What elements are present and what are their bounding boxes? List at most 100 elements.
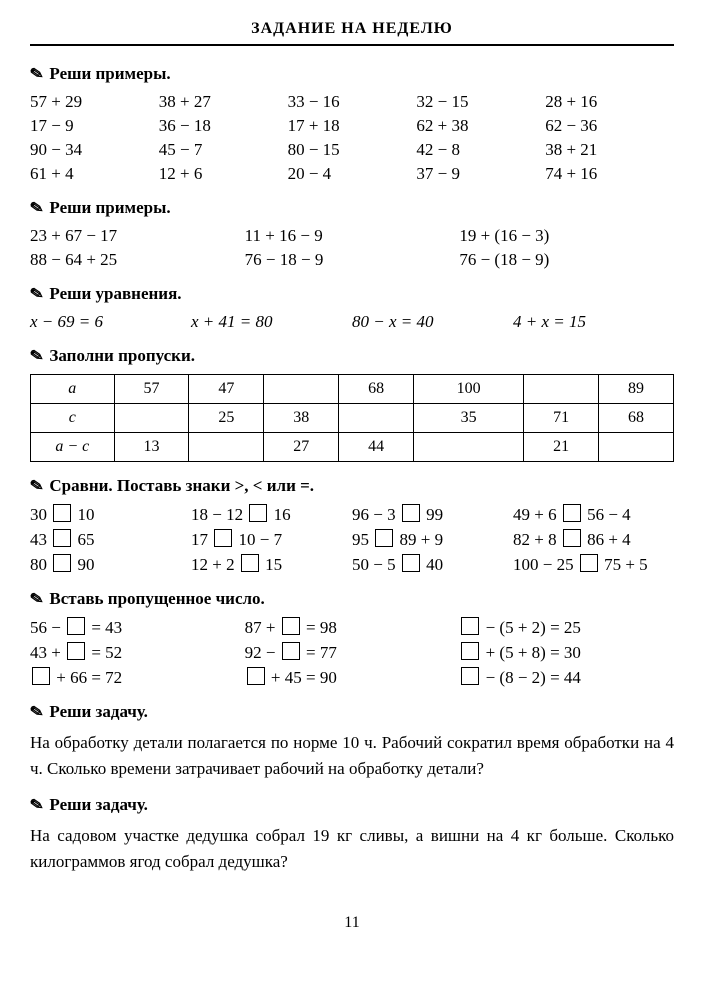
expression: 23 + 67 − 17 <box>30 226 245 246</box>
section-4-head: ✎ Заполни пропуски. <box>30 346 674 366</box>
number-box <box>282 617 300 635</box>
fill-number-item: − (8 − 2) = 44 <box>459 667 674 688</box>
compare-item: 96 − 3 99 <box>352 504 513 525</box>
compare-item: 18 − 12 16 <box>191 504 352 525</box>
equation: 80 − x = 40 <box>352 312 513 332</box>
number-box <box>461 667 479 685</box>
expression: 57 + 29 <box>30 92 159 112</box>
number-box <box>461 642 479 660</box>
expression: 32 − 15 <box>416 92 545 112</box>
expression: 42 − 8 <box>416 140 545 160</box>
section-8-head: ✎ Реши задачу. <box>30 795 674 815</box>
fill-number-item: 56 − = 43 <box>30 617 245 638</box>
compare-item: 17 10 − 7 <box>191 529 352 550</box>
compare-item: 100 − 25 75 + 5 <box>513 554 674 575</box>
section-3-head: ✎ Реши уравнения. <box>30 284 674 304</box>
compare-box <box>214 529 232 547</box>
table-cell: 38 <box>264 404 339 433</box>
compare-item: 80 90 <box>30 554 191 575</box>
table-cell: 71 <box>524 404 599 433</box>
expression: 62 + 38 <box>416 116 545 136</box>
number-box <box>67 617 85 635</box>
section-1-title: Реши примеры. <box>49 64 170 84</box>
table-cell: 25 <box>189 404 264 433</box>
expression: 76 − 18 − 9 <box>245 250 460 270</box>
expression: 37 − 9 <box>416 164 545 184</box>
number-box <box>67 642 85 660</box>
fill-number-item: + 45 = 90 <box>245 667 460 688</box>
fill-number-item: 92 − = 77 <box>245 642 460 663</box>
expression: 74 + 16 <box>545 164 674 184</box>
page-number: 11 <box>30 914 674 932</box>
expression: 90 − 34 <box>30 140 159 160</box>
compare-box <box>53 529 71 547</box>
expression: 33 − 16 <box>288 92 417 112</box>
expression: 17 − 9 <box>30 116 159 136</box>
table-cell: a − c <box>31 433 115 462</box>
table-cell: 27 <box>264 433 339 462</box>
fill-number-item: 43 + = 52 <box>30 642 245 663</box>
expression: 17 + 18 <box>288 116 417 136</box>
table-cell: 89 <box>599 375 674 404</box>
expression: 11 + 16 − 9 <box>245 226 460 246</box>
table-cell <box>339 404 414 433</box>
section-1-grid: 57 + 2938 + 2733 − 1632 − 1528 + 16 17 − … <box>30 92 674 184</box>
pen-icon: ✎ <box>28 794 45 816</box>
table-cell <box>189 433 264 462</box>
expression: 12 + 6 <box>159 164 288 184</box>
expression: 20 − 4 <box>288 164 417 184</box>
expression: 36 − 18 <box>159 116 288 136</box>
table-cell: 44 <box>339 433 414 462</box>
section-7-title: Реши задачу. <box>49 702 148 722</box>
fill-number-item: + 66 = 72 <box>30 667 245 688</box>
compare-box <box>580 554 598 572</box>
number-box <box>282 642 300 660</box>
expression: 28 + 16 <box>545 92 674 112</box>
compare-item: 49 + 6 56 − 4 <box>513 504 674 525</box>
section-8-title: Реши задачу. <box>49 795 148 815</box>
section-5-grid: 30 1018 − 12 1696 − 3 9949 + 6 56 − 443 … <box>30 504 674 575</box>
compare-box <box>563 504 581 522</box>
expression: 19 + (16 − 3) <box>459 226 674 246</box>
compare-item: 50 − 5 40 <box>352 554 513 575</box>
table-cell: 21 <box>524 433 599 462</box>
table-cell <box>414 433 524 462</box>
fill-gaps-table: a57476810089c2538357168a − c13274421 <box>30 374 674 462</box>
expression: 38 + 21 <box>545 140 674 160</box>
pen-icon: ✎ <box>28 63 45 85</box>
section-3-grid: x − 69 = 6x + 41 = 8080 − x = 404 + x = … <box>30 312 674 332</box>
section-2-grid: 23 + 67 − 1711 + 16 − 919 + (16 − 3)88 −… <box>30 226 674 270</box>
table-cell: 35 <box>414 404 524 433</box>
compare-box <box>53 554 71 572</box>
compare-box <box>402 504 420 522</box>
word-problem-1: На обработку детали полагается по норме … <box>30 730 674 781</box>
number-box <box>32 667 50 685</box>
pen-icon: ✎ <box>28 345 45 367</box>
expression: 38 + 27 <box>159 92 288 112</box>
word-problem-2: На садовом участке дедушка собрал 19 кг … <box>30 823 674 874</box>
equation: x − 69 = 6 <box>30 312 191 332</box>
expression: 45 − 7 <box>159 140 288 160</box>
section-2-head: ✎ Реши примеры. <box>30 198 674 218</box>
table-cell: 68 <box>599 404 674 433</box>
section-7-head: ✎ Реши задачу. <box>30 702 674 722</box>
table-cell: a <box>31 375 115 404</box>
compare-item: 82 + 8 86 + 4 <box>513 529 674 550</box>
table-cell: c <box>31 404 115 433</box>
compare-box <box>563 529 581 547</box>
page-title: ЗАДАНИЕ НА НЕДЕЛЮ <box>30 20 674 46</box>
expression: 76 − (18 − 9) <box>459 250 674 270</box>
section-3-title: Реши уравнения. <box>49 284 181 304</box>
compare-item: 95 89 + 9 <box>352 529 513 550</box>
section-6-title: Вставь пропущенное число. <box>49 589 264 609</box>
section-5-head: ✎ Сравни. Поставь знаки >, < или =. <box>30 476 674 496</box>
equation: x + 41 = 80 <box>191 312 352 332</box>
section-1-head: ✎ Реши примеры. <box>30 64 674 84</box>
compare-box <box>241 554 259 572</box>
expression: 62 − 36 <box>545 116 674 136</box>
pen-icon: ✎ <box>28 701 45 723</box>
number-box <box>461 617 479 635</box>
pen-icon: ✎ <box>28 197 45 219</box>
compare-item: 43 65 <box>30 529 191 550</box>
compare-box <box>402 554 420 572</box>
